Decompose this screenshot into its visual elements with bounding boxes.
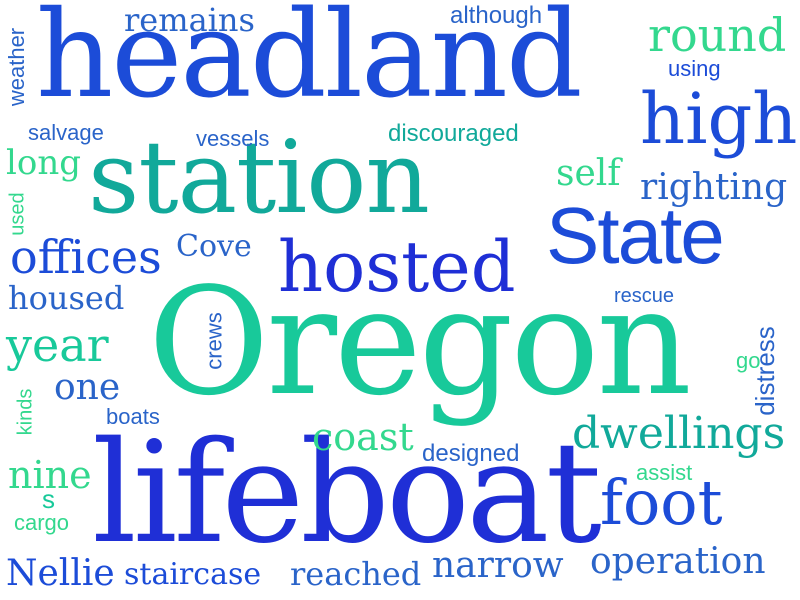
word-assist: assist	[636, 460, 693, 485]
word-cargo: cargo	[14, 510, 70, 535]
word-year: year	[6, 318, 109, 372]
word-oregon: Oregon	[148, 256, 692, 428]
word-s: s	[42, 484, 55, 514]
word-state: State	[546, 191, 725, 280]
word-vessels: vessels	[196, 126, 270, 151]
word-one: one	[54, 367, 121, 408]
word-narrow: narrow	[432, 545, 564, 586]
word-reached: reached	[290, 555, 422, 593]
word-dwellings: dwellings	[572, 408, 786, 459]
word-station: station	[88, 119, 430, 236]
word-weather: weather	[4, 27, 30, 107]
word-coast: coast	[312, 415, 414, 459]
word-boats: boats	[106, 404, 160, 429]
word-righting: righting	[640, 167, 788, 208]
word-foot: foot	[600, 466, 723, 539]
word-remains: remains	[124, 1, 255, 39]
word-kinds: kinds	[14, 388, 37, 436]
word-salvage: salvage	[28, 120, 104, 145]
word-headland: headland	[36, 0, 583, 125]
word-cove: Cove	[176, 229, 252, 264]
word-housed: housed	[8, 279, 125, 317]
word-used: used	[6, 192, 29, 236]
word-hosted: hosted	[278, 226, 516, 308]
word-nellie: Nellie	[6, 553, 115, 594]
word-discouraged: discouraged	[388, 120, 519, 147]
word-designed: designed	[422, 440, 520, 467]
word-long: long	[6, 143, 82, 183]
word-round: round	[648, 8, 787, 62]
word-rescue: rescue	[614, 285, 675, 307]
word-although: although	[450, 2, 543, 29]
word-nine: nine	[8, 453, 92, 497]
word-go: go	[736, 348, 761, 373]
word-crews: crews	[201, 312, 227, 370]
word-operation: operation	[590, 541, 766, 582]
word-lifeboat: lifeboat	[92, 412, 602, 575]
word-self: self	[556, 153, 621, 194]
word-staircase: staircase	[124, 557, 262, 592]
word-using: using	[668, 56, 721, 81]
word-offices: offices	[10, 230, 162, 284]
word-high: high	[640, 78, 798, 160]
